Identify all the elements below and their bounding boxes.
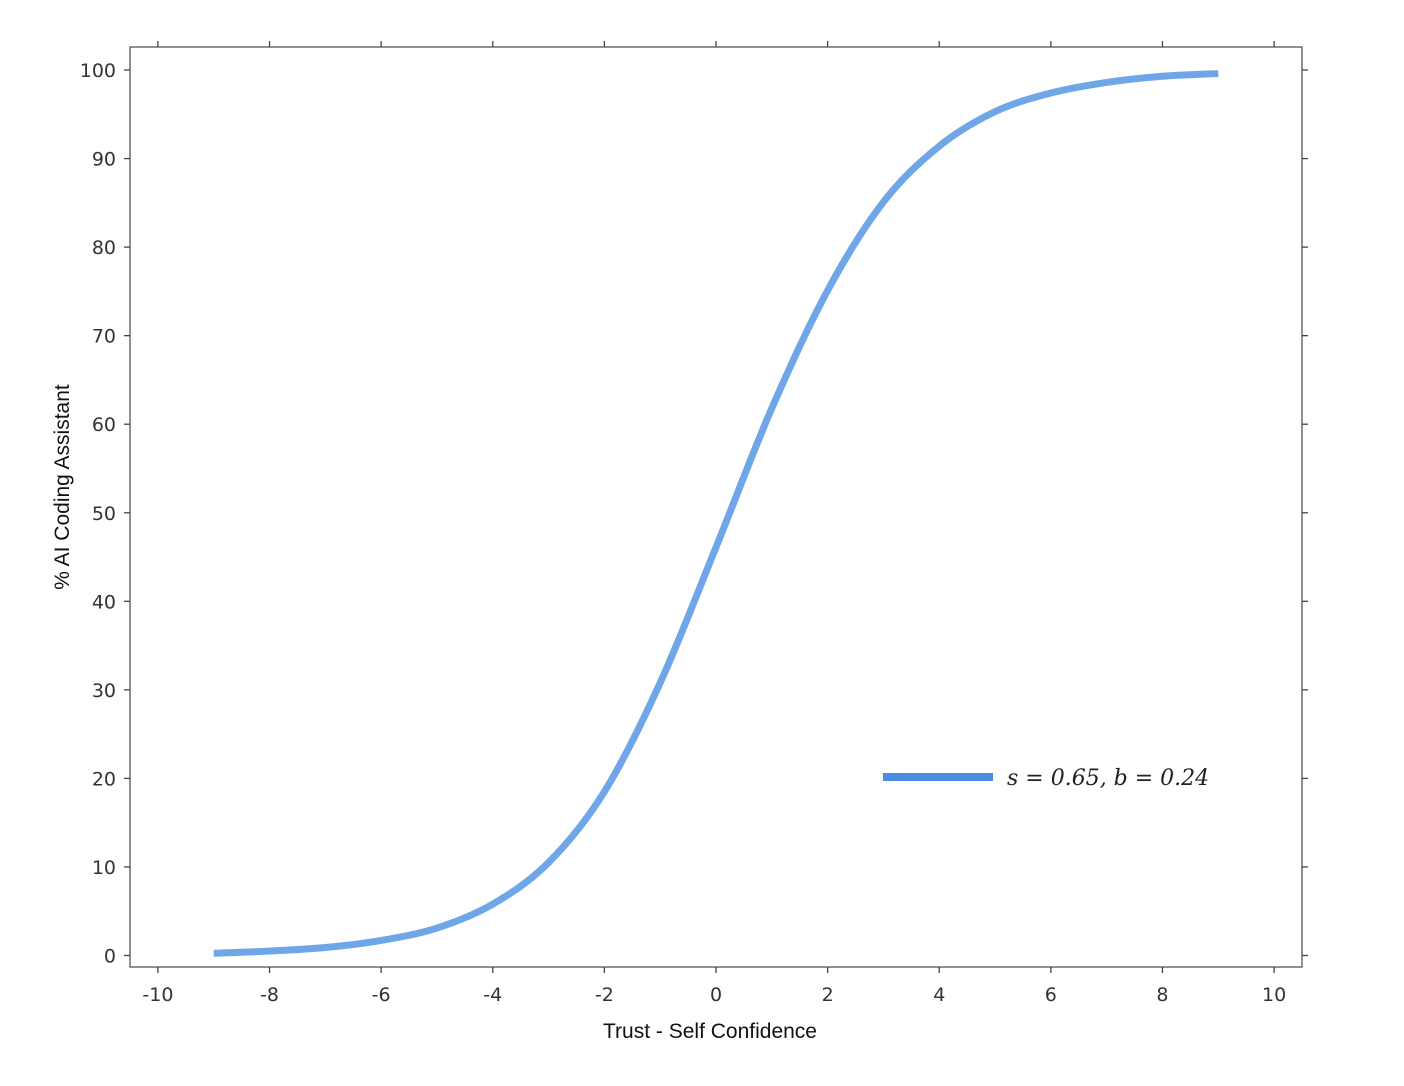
x-axis-title: Trust - Self Confidence [603, 1020, 817, 1043]
y-tick-label: 30 [92, 680, 116, 702]
x-tick-label: 10 [1262, 984, 1286, 1006]
x-tick-label: -2 [595, 984, 614, 1006]
x-tick-label: -8 [260, 984, 279, 1006]
y-tick-label: 20 [92, 768, 116, 790]
y-tick-label: 100 [80, 60, 116, 82]
y-tick-label: 70 [92, 326, 116, 348]
y-tick-label: 40 [92, 591, 116, 613]
y-tick-label: 60 [92, 414, 116, 436]
y-axis-title: % AI Coding Assistant [51, 384, 74, 590]
legend-label: s = 0.65, b = 0.24 [1007, 766, 1209, 791]
y-tick-label: 90 [92, 149, 116, 171]
x-tick-label: 0 [710, 984, 722, 1006]
legend: s = 0.65, b = 0.24 [883, 766, 1209, 791]
x-tick-label: -6 [372, 984, 391, 1006]
x-tick-label: 4 [933, 984, 945, 1006]
y-tick-label: 50 [92, 503, 116, 525]
series-group [213, 70, 1219, 957]
x-axis-ticks: -10 -8 -6 -4 -2 0 2 4 6 8 10 [142, 41, 1286, 1006]
y-tick-label: 0 [104, 945, 116, 967]
x-tick-label: 6 [1045, 984, 1057, 1006]
y-axis-ticks: 0 10 20 30 40 50 60 70 80 90 100 [80, 60, 1308, 967]
y-tick-label: 10 [92, 857, 116, 879]
x-tick-label: -10 [142, 984, 173, 1006]
series-line [213, 70, 1219, 957]
x-tick-label: 2 [822, 984, 834, 1006]
y-tick-label: 80 [92, 237, 116, 259]
plot-area-frame [129, 46, 1303, 968]
x-tick-label: -4 [483, 984, 502, 1006]
x-tick-label: 8 [1156, 984, 1168, 1006]
